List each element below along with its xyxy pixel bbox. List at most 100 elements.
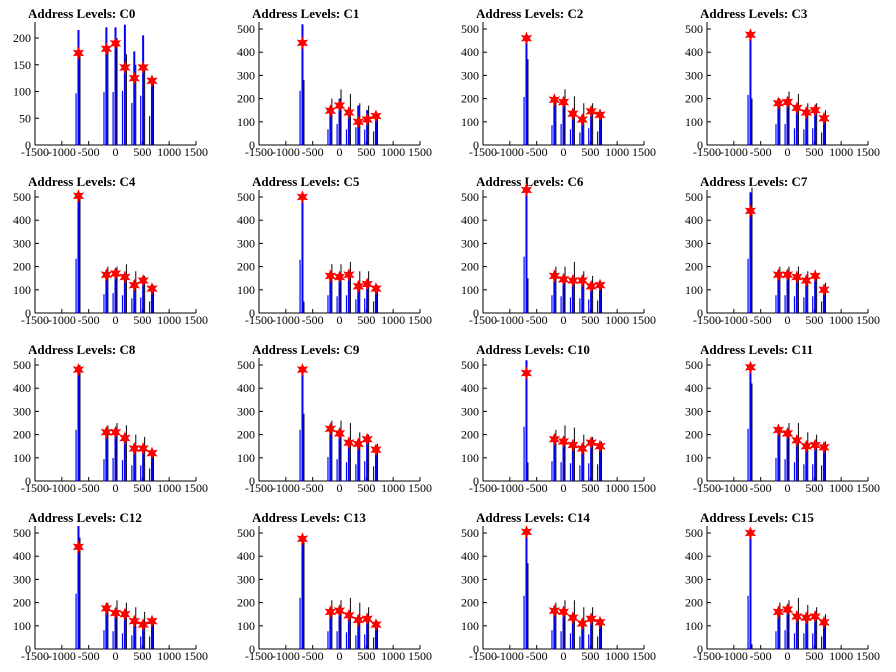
blue-histogram-bar [366,280,369,313]
x-tick-label: 1500 [184,145,208,159]
histogram-chart: Address Levels: C50100200300400500-1500-… [237,174,432,327]
x-tick-label: 1500 [408,145,432,159]
histogram-chart: Address Levels: C40100200300400500-1500-… [13,174,208,327]
x-tick-label: -500 [750,481,772,495]
x-tick-label: 1000 [605,649,629,663]
x-tick-label: -500 [78,649,100,663]
histogram-panel-c14: Address Levels: C14 0 100 200 300 400 500 -1500… [448,504,672,672]
y-tick-label: 200 [13,260,31,274]
x-tick-label: 1000 [605,481,629,495]
blue-histogram-bar [775,124,777,145]
x-tick-label: 1500 [632,481,656,495]
peak-star-marker [557,605,570,619]
histogram-panel-c0: Address Levels: C0 0 50 100 150 200 -1500 -1000… [0,0,224,168]
histogram-panel-c1: Address Levels: C1 0 100 200 300 400 500 -1500-… [224,0,448,168]
y-tick-label: 100 [237,283,255,297]
peak-star-marker [781,426,794,440]
x-tick-label: 1500 [856,649,880,663]
blue-histogram-bar [75,593,77,649]
blue-histogram-bar [150,80,153,145]
peak-star-marker [128,614,140,628]
x-tick-label: -1500 [693,145,721,159]
chart-title: Address Levels: C13 [252,510,366,525]
y-tick-label: 100 [685,451,703,465]
x-tick-label: 500 [805,649,823,663]
blue-histogram-bar [596,131,599,145]
blue-histogram-bar [777,429,780,481]
y-tick-label: 300 [237,236,255,250]
blue-histogram-bar [523,595,525,649]
y-tick-label: 100 [461,451,479,465]
x-tick-label: 1500 [632,649,656,663]
blue-histogram-bar [777,273,780,313]
blue-histogram-bar [569,463,572,481]
y-tick-label: 100 [237,619,255,633]
peak-star-marker [100,425,113,439]
blue-histogram-bar [749,192,752,313]
x-tick-label: -1000 [48,481,76,495]
blue-histogram-bar [590,282,593,313]
x-tick-label: -1000 [272,481,300,495]
blue-histogram-bar [822,287,825,313]
blue-histogram-bar [347,611,350,649]
peak-star-marker [520,366,533,380]
blue-histogram-bar [812,128,814,145]
x-tick-label: 1000 [157,313,181,327]
histogram-chart: Address Levels: C80100200300400500-1500-… [13,342,208,495]
blue-histogram-bar [357,282,360,313]
peak-star-marker [818,615,830,629]
histogram-chart: Address Levels: C15 0 100 200 300 400 500 -1500… [685,510,880,663]
x-tick-label: 1000 [157,481,181,495]
blue-histogram-bar [77,526,80,649]
blue-histogram-bar [784,295,786,313]
x-tick-label: 1500 [184,649,208,663]
blue-histogram-bar [553,607,556,649]
blue-histogram-bar [114,268,117,313]
histogram-chart: Address Levels: C13 0 100 200 300 400 500 -1500… [237,510,432,663]
blue-histogram-bar [131,298,133,313]
y-tick-label: 400 [13,549,31,563]
x-tick-label: -1500 [469,145,497,159]
x-tick-label: 0 [113,481,119,495]
peak-star-marker [818,283,830,297]
blue-histogram-bar [749,530,752,649]
y-tick-label: 100 [13,619,31,633]
blue-histogram-bar [366,110,369,145]
blue-histogram-bar [123,273,126,313]
peak-star-marker [594,108,606,122]
x-tick-label: -1000 [496,481,524,495]
y-tick-label: 100 [685,115,703,129]
blue-histogram-bar [805,443,808,481]
blue-histogram-bar [133,280,136,313]
peak-star-marker [324,422,337,436]
blue-histogram-bar [301,194,304,313]
y-tick-label: 300 [13,236,31,250]
x-tick-label: -1500 [21,481,49,495]
y-tick-label: 500 [237,22,255,36]
x-tick-label: 1000 [829,313,853,327]
blue-histogram-bar [814,107,817,145]
blue-histogram-bar [793,462,796,481]
y-tick-label: 300 [685,236,703,250]
histogram-chart: Address Levels: C12 0 100 200 300 400 500 -1500… [13,510,208,663]
blue-histogram-bar [596,636,599,649]
y-tick-label: 100 [13,85,31,99]
x-tick-label: 0 [561,649,567,663]
y-tick-label: 300 [237,572,255,586]
y-tick-label: 200 [685,92,703,106]
y-tick-label: 300 [461,404,479,418]
peak-star-marker [576,616,588,631]
histogram-chart: Address Levels: C10100200300400500-1500-… [237,6,432,159]
blue-histogram-bar [562,98,565,145]
x-tick-label: 1500 [184,313,208,327]
blue-histogram-bar [364,461,366,481]
blue-histogram-bar [569,633,572,649]
histogram-panel-c7: Address Levels: C7 0 100 200 300 400 500 -1500-… [672,168,896,336]
peak-star-marker [548,432,561,446]
blue-histogram-bar [590,441,593,481]
x-tick-label: -500 [526,145,548,159]
blue-histogram-bar [812,633,814,649]
blue-histogram-bar [112,458,114,481]
x-tick-label: 500 [581,649,599,663]
x-tick-label: 500 [581,145,599,159]
